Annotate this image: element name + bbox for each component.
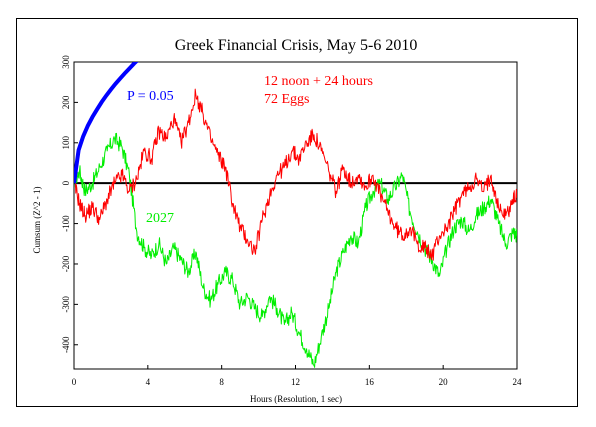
probability-envelope-line: [74, 62, 139, 184]
y-tick-label: -100: [61, 215, 71, 232]
y-tick-label: -300: [61, 296, 71, 313]
chart-title: Greek Financial Crisis, May 5-6 2010: [175, 37, 418, 54]
chart-frame: [16, 18, 578, 407]
y-axis-label: Cumsum (Z^2 - 1): [32, 187, 42, 254]
probability-label: P = 0.05: [127, 89, 174, 104]
green-series-label: 2027: [146, 211, 174, 226]
time-window-label: 12 noon + 24 hours: [264, 74, 373, 89]
egg-count-label: 72 Eggs: [264, 92, 310, 107]
x-tick-label: 4: [146, 377, 151, 387]
y-tick-label: 0: [61, 180, 71, 185]
y-tick-label: 100: [61, 136, 71, 150]
series-line-red: [74, 88, 517, 261]
x-tick-label: 12: [291, 377, 300, 387]
y-tick-label: -400: [61, 336, 71, 353]
y-tick-label: 300: [61, 55, 71, 69]
x-ticks: 0 4 8 12 16 20 24: [72, 365, 522, 387]
x-tick-label: 0: [72, 377, 77, 387]
x-tick-label: 16: [365, 377, 375, 387]
series-line-green: [74, 132, 517, 368]
x-axis-label: Hours (Resolution, 1 sec): [250, 394, 342, 404]
y-tick-label: -200: [61, 255, 71, 272]
x-tick-label: 24: [513, 377, 523, 387]
x-tick-label: 8: [219, 377, 224, 387]
y-tick-label: 200: [61, 95, 71, 109]
x-tick-label: 20: [439, 377, 449, 387]
y-ticks: 300 200 100 0 -100 -200 -300 -400: [61, 55, 78, 353]
